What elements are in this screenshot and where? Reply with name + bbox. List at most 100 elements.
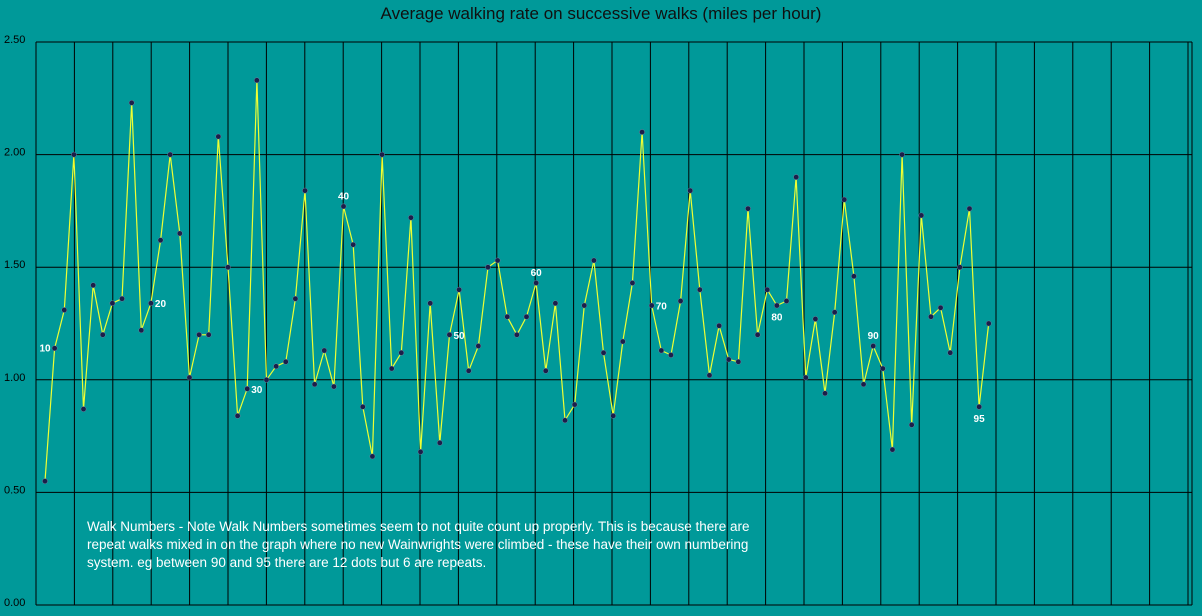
chart-title: Average walking rate on successive walks… (380, 4, 822, 23)
data-point (359, 404, 366, 410)
data-point (697, 286, 703, 293)
data-point (754, 331, 761, 338)
data-point (215, 133, 222, 140)
y-tick-label: 2.00 (4, 147, 25, 159)
data-point (446, 331, 453, 338)
data-point (340, 203, 347, 210)
data-point (783, 298, 790, 304)
data-point (196, 331, 202, 338)
data-point (870, 343, 876, 349)
data-point (793, 174, 799, 180)
data-point (273, 363, 279, 370)
data-point (61, 307, 68, 313)
data-point (976, 404, 982, 410)
data-point (485, 264, 491, 271)
data-point (465, 367, 472, 374)
data-point (957, 264, 963, 271)
data-point (398, 349, 405, 356)
gridlines (35, 41, 1193, 606)
data-point (966, 205, 973, 212)
data-point (51, 345, 58, 352)
data-point (311, 381, 318, 388)
data-point (716, 322, 722, 329)
data-point (263, 376, 270, 383)
data-point (119, 295, 125, 302)
data-point (186, 374, 193, 381)
y-tick-label: 0.50 (4, 484, 25, 496)
data-point (552, 300, 559, 307)
data-point (504, 313, 511, 320)
data-point (562, 417, 568, 424)
data-point (417, 449, 424, 455)
data-label: 10 (40, 343, 52, 354)
y-tick-label: 1.00 (4, 372, 25, 384)
data-point (908, 422, 915, 428)
data-point (937, 304, 944, 311)
data-point (591, 257, 597, 264)
data-label: 90 (868, 331, 880, 342)
data-points (42, 77, 992, 484)
data-point (292, 295, 299, 302)
data-point (282, 358, 289, 365)
data-point (331, 383, 337, 390)
data-point (581, 302, 588, 309)
data-point (80, 406, 87, 412)
data-point (658, 347, 665, 354)
data-point (157, 237, 164, 243)
data-point (321, 347, 328, 354)
data-point (610, 413, 616, 419)
data-point (369, 453, 376, 460)
data-point (542, 367, 549, 374)
data-point (456, 286, 462, 293)
data-point (350, 241, 356, 248)
data-point (225, 264, 231, 271)
data-point (475, 343, 482, 349)
data-point (205, 331, 212, 338)
data-point (648, 302, 655, 309)
data-point (254, 77, 260, 84)
data-point (639, 129, 645, 135)
data-point (812, 316, 819, 322)
data-label: 30 (251, 385, 263, 396)
data-point (533, 280, 539, 286)
data-label: 70 (656, 301, 668, 312)
data-point (148, 300, 154, 307)
data-point (928, 313, 934, 320)
data-point (745, 205, 751, 212)
data-point (71, 151, 77, 158)
data-point (523, 313, 530, 320)
data-point (822, 390, 828, 397)
data-point (379, 151, 385, 158)
data-point (494, 257, 501, 264)
y-tick-label: 0.00 (4, 597, 25, 609)
walk-numbers-note: Walk Numbers - Note Walk Numbers sometim… (87, 519, 750, 570)
data-point (128, 100, 135, 106)
series-line-path (44, 80, 990, 482)
data-point (571, 401, 578, 408)
data-point (437, 440, 443, 446)
data-point (985, 320, 992, 327)
data-label: 20 (155, 299, 167, 310)
data-point (774, 302, 780, 309)
data-point (889, 446, 896, 453)
data-point (831, 309, 838, 316)
data-point (234, 413, 241, 419)
data-point (899, 151, 905, 158)
data-point (841, 196, 848, 203)
data-point (668, 352, 674, 358)
data-point (629, 280, 636, 286)
data-point (514, 331, 520, 338)
data-point (138, 327, 145, 334)
data-point (706, 372, 713, 379)
data-point (880, 365, 886, 372)
data-point (725, 356, 732, 363)
data-point (764, 286, 771, 293)
data-point (947, 349, 954, 356)
data-labels: 10 20 30 40 50 60 70 80 90 95 (40, 191, 986, 424)
data-label: 50 (453, 331, 465, 342)
data-label: 80 (771, 312, 783, 323)
data-point (677, 298, 684, 304)
data-label: 60 (531, 268, 543, 279)
data-point (851, 273, 857, 280)
y-tick-label: 2.50 (4, 34, 25, 46)
